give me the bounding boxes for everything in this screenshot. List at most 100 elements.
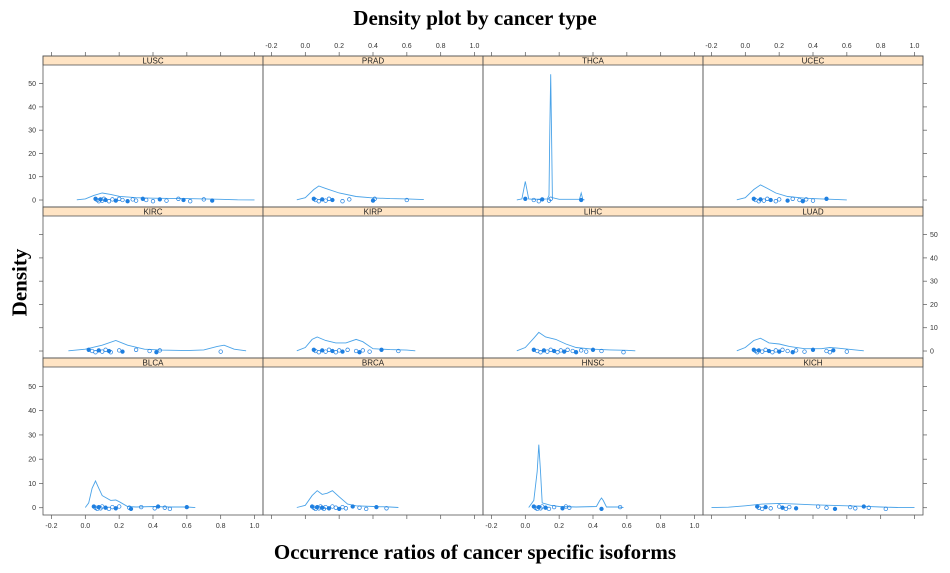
x-tick-label-bottom: 0.2 [114, 523, 124, 530]
strip-label: BRCA [362, 358, 385, 367]
panel-frame [702, 206, 924, 359]
density-curve [68, 340, 247, 352]
x-tick-label-bottom: 0.4 [148, 523, 158, 530]
data-point [350, 504, 355, 509]
strip-label: KIRP [364, 207, 383, 216]
data-point [337, 506, 342, 512]
panel-kirp: KIRP [262, 206, 484, 359]
data-point [567, 505, 572, 510]
data-point [560, 506, 565, 511]
data-point [824, 196, 829, 201]
strip-label: BLCA [143, 358, 165, 367]
data-point [590, 347, 596, 352]
data-point [347, 197, 352, 202]
data-point [108, 350, 113, 355]
data-point [117, 504, 122, 509]
panel-luad: LUAD [702, 206, 924, 359]
y-tick-label-right: 0 [930, 349, 934, 356]
data-point [804, 197, 809, 202]
x-tick-label-bottom: 1.0 [690, 523, 700, 530]
y-tick-label-left: 40 [28, 104, 36, 111]
data-point [157, 197, 162, 202]
x-tick-label-top: 0.8 [876, 43, 886, 50]
data-point [599, 506, 604, 512]
data-point [162, 505, 167, 510]
x-tick-label-top: 0.4 [808, 43, 818, 50]
x-tick-label-bottom: 0.2 [554, 523, 564, 530]
panel-prad: PRAD [262, 55, 484, 208]
data-point [853, 506, 858, 511]
data-point [800, 199, 805, 204]
data-point [364, 506, 369, 512]
panel-frame [702, 357, 924, 516]
y-tick-label-left: 10 [28, 174, 36, 181]
data-point [164, 198, 169, 203]
data-point [340, 199, 345, 204]
panel-hnsc: HNSC [482, 357, 704, 516]
density-curve [296, 336, 416, 352]
data-point [120, 349, 125, 354]
data-point [787, 504, 792, 510]
data-point [106, 199, 112, 204]
data-point [785, 198, 790, 203]
panel-frame [702, 55, 924, 208]
data-point [562, 349, 567, 354]
data-point [188, 199, 193, 204]
panel-frame [262, 206, 484, 359]
data-point [617, 504, 623, 510]
data-point [144, 197, 149, 203]
panel-blca: BLCA [42, 357, 264, 516]
density-curve [296, 185, 424, 201]
density-curve [736, 337, 864, 352]
panel-lusc: LUSC [42, 55, 264, 208]
data-point [866, 505, 871, 510]
data-point [793, 348, 799, 353]
data-point [343, 506, 349, 511]
x-tick-label-bottom: 0.8 [216, 523, 226, 530]
panel-brca: BRCA [262, 357, 484, 516]
data-point [360, 348, 365, 353]
y-tick-label-left: 0 [32, 505, 36, 512]
data-point [396, 348, 401, 354]
x-axis-label: Occurrence ratios of cancer specific iso… [273, 540, 677, 564]
data-point [379, 347, 384, 352]
data-point [184, 504, 189, 510]
data-point [827, 350, 833, 355]
data-point [548, 196, 553, 201]
data-point [760, 506, 765, 512]
data-point [785, 348, 790, 354]
data-point [128, 506, 134, 512]
data-point [100, 349, 105, 354]
data-point [883, 506, 888, 512]
data-point [538, 350, 543, 355]
x-tick-label-top: 0.0 [740, 43, 750, 50]
data-point [374, 504, 379, 510]
density-curve [84, 479, 196, 509]
data-point [555, 350, 560, 355]
y-tick-label-right: 50 [930, 232, 938, 239]
data-point [540, 197, 545, 202]
panel-kich: KICH [702, 357, 924, 516]
panel-frame [482, 55, 704, 208]
data-point [790, 196, 795, 201]
x-tick-label-top: 0.6 [402, 43, 412, 50]
data-point [157, 348, 162, 353]
strip-label: KICH [803, 358, 822, 367]
data-point [802, 349, 807, 354]
strip-label: PRAD [362, 56, 384, 65]
data-point [780, 347, 785, 352]
x-tick-label-top: 0.6 [842, 43, 852, 50]
data-point [565, 347, 570, 352]
panel-frame [42, 55, 264, 208]
data-point [201, 197, 206, 202]
data-point [810, 347, 816, 352]
strip-label: UCEC [802, 56, 825, 65]
x-tick-label-top: 1.0 [910, 43, 920, 50]
x-tick-label-bottom: 1.0 [250, 523, 260, 530]
data-point [831, 348, 836, 353]
y-tick-label-left: 10 [28, 481, 36, 488]
y-tick-label-right: 10 [930, 325, 938, 332]
data-point [763, 504, 768, 510]
data-point [832, 506, 838, 512]
x-tick-label-bottom: 0.0 [80, 523, 90, 530]
